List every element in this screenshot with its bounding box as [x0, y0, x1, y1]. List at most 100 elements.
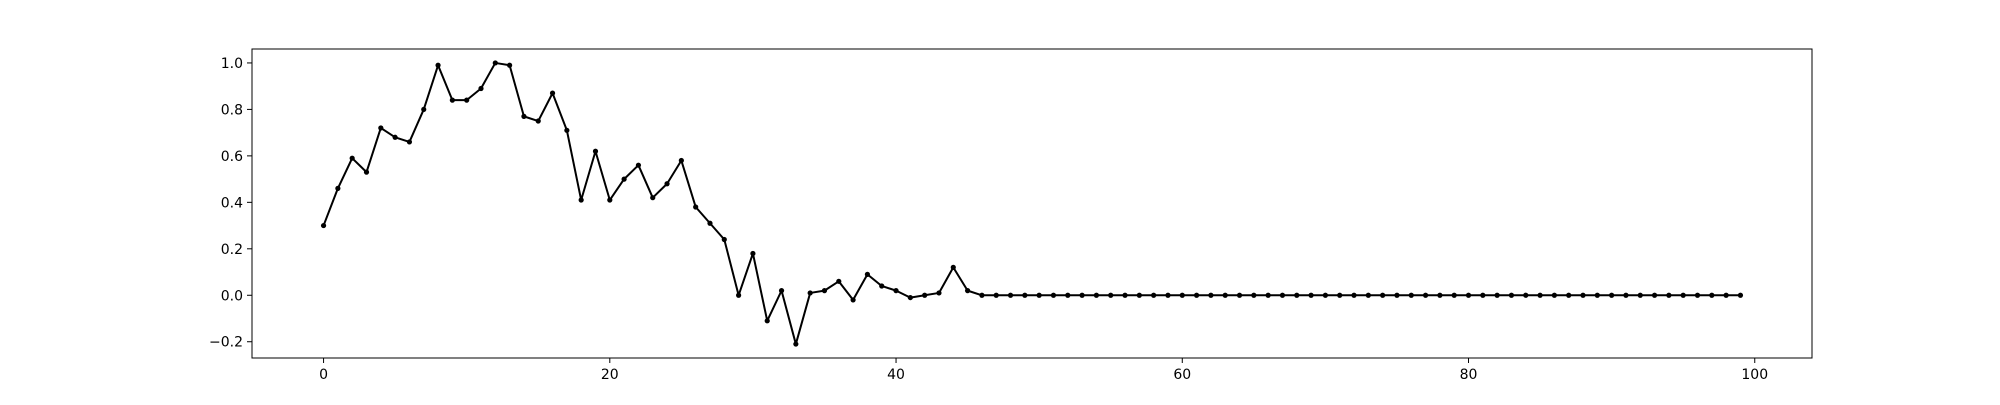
data-point: [1308, 292, 1314, 298]
data-point: [464, 97, 470, 103]
data-point: [1337, 292, 1343, 298]
data-point: [1050, 292, 1057, 298]
data-point: [549, 90, 556, 96]
data-point: [1494, 292, 1500, 298]
y-tick-label: −0.2: [209, 335, 243, 351]
data-point: [1680, 292, 1686, 298]
data-point: [1236, 292, 1243, 298]
y-tick-label: 0.2: [221, 242, 243, 258]
data-point: [1651, 292, 1658, 298]
data-point: [478, 85, 484, 92]
data-point: [1380, 292, 1386, 298]
data-point: [1594, 292, 1600, 298]
data-point: [1251, 292, 1257, 298]
data-point: [1165, 292, 1171, 298]
data-point: [721, 236, 727, 243]
y-tick-label: 0.6: [221, 149, 243, 165]
y-tick-label: 0.0: [221, 288, 243, 304]
x-tick-label: 40: [887, 367, 905, 383]
data-point: [1065, 292, 1071, 298]
y-axis-ticks: −0.2 0.0 0.2 0.4 0.6 0.8 1.0: [209, 56, 252, 351]
data-point: [764, 318, 770, 324]
data-point: [449, 97, 455, 103]
data-point: [592, 148, 599, 154]
data-point: [1193, 292, 1200, 298]
data-point: [1709, 292, 1715, 298]
data-point: [864, 271, 871, 277]
data-point: [421, 106, 427, 113]
data-point: [621, 176, 627, 182]
data-point: [1093, 292, 1100, 298]
data-point: [1036, 292, 1042, 298]
data-point: [879, 283, 885, 289]
data-point: [1480, 292, 1486, 298]
x-tick-label: 0: [319, 367, 328, 383]
data-point: [1551, 292, 1557, 298]
data-point: [607, 197, 613, 203]
axes-frame: [251, 48, 1813, 359]
x-tick-label: 60: [1173, 367, 1191, 383]
data-point: [950, 264, 956, 270]
data-point: [1007, 292, 1014, 298]
data-point: [893, 288, 899, 294]
data-point: [778, 288, 785, 294]
data-point: [821, 288, 828, 294]
data-point: [1136, 292, 1142, 298]
data-point: [650, 195, 656, 201]
data-point: [1394, 292, 1400, 298]
data-point: [979, 292, 985, 298]
data-point: [535, 118, 541, 124]
data-point: [1022, 292, 1028, 298]
series-line: [322, 61, 1741, 346]
x-tick-label: 20: [601, 367, 619, 383]
data-point: [1079, 292, 1085, 298]
data-point: [707, 220, 713, 226]
data-point: [1408, 292, 1414, 298]
data-point: [564, 127, 570, 133]
data-point: [936, 290, 942, 296]
data-point: [1151, 292, 1157, 298]
data-point: [507, 62, 513, 68]
data-point: [693, 204, 699, 210]
data-point: [435, 62, 441, 68]
data-point: [750, 250, 756, 257]
data-point: [1279, 292, 1286, 298]
data-point: [964, 288, 971, 294]
data-point: [850, 297, 856, 303]
y-tick-label: 1.0: [221, 56, 243, 72]
y-tick-label: 0.4: [221, 195, 243, 211]
data-point: [736, 292, 742, 298]
data-point: [1723, 292, 1729, 298]
data-point: [993, 292, 999, 298]
data-point: [1437, 292, 1443, 298]
data-point: [363, 169, 370, 175]
data-point: [392, 134, 398, 140]
data-point: [922, 292, 928, 298]
data-point: [1580, 292, 1586, 298]
data-point: [1208, 292, 1214, 298]
data-point: [406, 139, 413, 145]
data-point: [1294, 292, 1300, 298]
data-point: [1222, 292, 1228, 298]
plot-area: [320, 60, 1744, 347]
data-point: [1265, 292, 1271, 298]
data-point: [492, 60, 498, 66]
data-point: [378, 125, 384, 131]
data-point: [578, 197, 584, 203]
data-point: [1537, 292, 1543, 298]
data-point: [907, 294, 913, 301]
x-tick-label: 80: [1460, 367, 1478, 383]
data-point: [836, 278, 842, 284]
data-point: [1523, 292, 1529, 298]
data-point: [793, 341, 799, 347]
x-axis-ticks: 0 20 40 60 80 100: [319, 358, 1768, 383]
data-point: [1451, 292, 1457, 298]
data-point: [335, 185, 341, 191]
data-point: [1322, 292, 1328, 298]
data-point: [664, 181, 670, 187]
data-point: [678, 157, 684, 164]
data-point: [1422, 292, 1429, 298]
data-point: [1637, 292, 1643, 298]
